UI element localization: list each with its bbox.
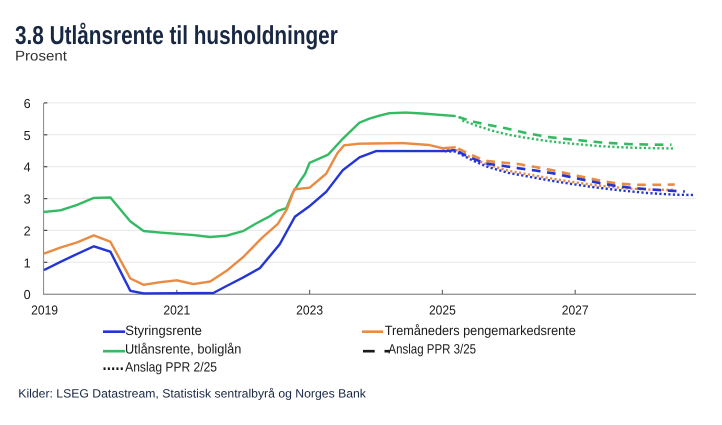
svg-text:Styringsrente: Styringsrente xyxy=(125,323,202,338)
svg-text:5: 5 xyxy=(24,128,31,143)
svg-text:2025: 2025 xyxy=(429,302,456,317)
svg-text:Prosent: Prosent xyxy=(15,48,67,64)
svg-text:2023: 2023 xyxy=(296,302,323,317)
svg-text:1: 1 xyxy=(24,255,31,270)
svg-text:Tremåneders pengemarkedsrente: Tremåneders pengemarkedsrente xyxy=(385,323,576,338)
svg-text:0: 0 xyxy=(24,287,31,302)
svg-text:Kilder: LSEG Datastream, Stati: Kilder: LSEG Datastream, Statistisk sent… xyxy=(18,387,367,401)
svg-text:Anslag PPR 3/25: Anslag PPR 3/25 xyxy=(388,342,476,357)
svg-text:2019: 2019 xyxy=(31,302,58,317)
svg-text:4: 4 xyxy=(24,160,31,175)
svg-text:3.8 Utlånsrente til husholdnin: 3.8 Utlånsrente til husholdninger xyxy=(15,20,338,50)
svg-text:Utlånsrente, boliglån: Utlånsrente, boliglån xyxy=(125,342,241,357)
svg-text:6: 6 xyxy=(24,96,31,111)
svg-text:Anslag PPR 2/25: Anslag PPR 2/25 xyxy=(125,360,217,375)
svg-text:2021: 2021 xyxy=(163,302,190,317)
svg-text:2027: 2027 xyxy=(562,302,589,317)
svg-text:2: 2 xyxy=(24,223,31,238)
svg-text:3: 3 xyxy=(24,192,31,207)
